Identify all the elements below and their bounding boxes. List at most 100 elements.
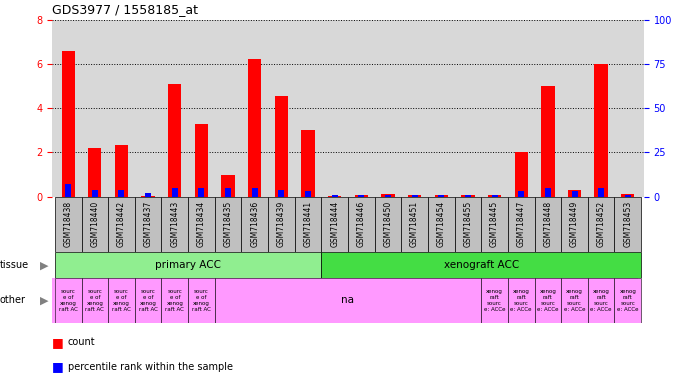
Bar: [454, 197, 481, 252]
Text: GSM718447: GSM718447: [516, 201, 525, 247]
Bar: [168, 84, 182, 197]
Bar: [488, 195, 501, 197]
Bar: [508, 278, 535, 323]
Bar: [55, 252, 322, 278]
Bar: [621, 194, 635, 197]
Bar: [65, 184, 71, 197]
Bar: [428, 197, 454, 252]
Bar: [305, 191, 311, 197]
Bar: [514, 152, 528, 197]
Bar: [161, 197, 188, 252]
Bar: [374, 197, 402, 252]
Bar: [461, 195, 475, 197]
Bar: [135, 197, 161, 252]
Text: GSM718442: GSM718442: [117, 201, 126, 247]
Bar: [108, 278, 135, 323]
Text: GSM718453: GSM718453: [624, 201, 632, 247]
Bar: [381, 194, 395, 197]
Text: ▶: ▶: [40, 295, 49, 306]
Bar: [561, 197, 588, 252]
Bar: [248, 59, 262, 197]
Bar: [355, 195, 368, 197]
Bar: [294, 197, 322, 252]
Text: sourc
e of
xenog
raft AC: sourc e of xenog raft AC: [58, 289, 78, 312]
Bar: [588, 278, 615, 323]
Bar: [145, 193, 151, 197]
Bar: [322, 252, 641, 278]
Bar: [215, 197, 242, 252]
Text: GSM718437: GSM718437: [143, 201, 152, 247]
Bar: [221, 175, 235, 197]
Bar: [188, 278, 215, 323]
Bar: [625, 195, 631, 197]
Bar: [571, 191, 578, 197]
Bar: [332, 195, 338, 197]
Text: GSM718443: GSM718443: [171, 201, 180, 247]
Bar: [188, 197, 215, 252]
Text: GDS3977 / 1558185_at: GDS3977 / 1558185_at: [52, 3, 198, 16]
Text: xenog
raft
sourc
e: ACCe: xenog raft sourc e: ACCe: [537, 289, 559, 312]
Bar: [195, 124, 208, 197]
Bar: [172, 188, 177, 197]
Bar: [118, 190, 125, 197]
Bar: [61, 51, 75, 197]
Bar: [215, 278, 481, 323]
Text: GSM718445: GSM718445: [490, 201, 499, 247]
Bar: [411, 195, 418, 197]
Text: sourc
e of
xenog
raft AC: sourc e of xenog raft AC: [139, 289, 157, 312]
Bar: [481, 278, 508, 323]
Text: GSM718444: GSM718444: [330, 201, 339, 247]
Text: sourc
e of
xenog
raft AC: sourc e of xenog raft AC: [192, 289, 211, 312]
Bar: [225, 188, 231, 197]
Bar: [81, 197, 108, 252]
Text: xenograft ACC: xenograft ACC: [443, 260, 519, 270]
Text: GSM718448: GSM718448: [544, 201, 553, 247]
Bar: [508, 197, 535, 252]
Bar: [615, 197, 641, 252]
Bar: [55, 278, 81, 323]
Text: ■: ■: [52, 360, 64, 373]
Bar: [408, 195, 421, 197]
Bar: [198, 188, 205, 197]
Bar: [568, 190, 581, 197]
Bar: [328, 195, 341, 197]
Text: GSM718435: GSM718435: [223, 201, 232, 247]
Text: GSM718452: GSM718452: [596, 201, 606, 247]
Text: sourc
e of
xenog
raft AC: sourc e of xenog raft AC: [86, 289, 104, 312]
Bar: [465, 195, 471, 197]
Bar: [81, 278, 108, 323]
Bar: [594, 64, 608, 197]
Text: GSM718436: GSM718436: [251, 201, 259, 247]
Text: count: count: [68, 337, 95, 347]
Bar: [322, 197, 348, 252]
Bar: [348, 197, 374, 252]
Bar: [615, 278, 641, 323]
Bar: [541, 86, 555, 197]
Text: ▶: ▶: [40, 260, 49, 270]
Bar: [242, 197, 268, 252]
Bar: [491, 195, 498, 197]
Text: GSM718446: GSM718446: [357, 201, 366, 247]
Text: xenog
raft
sourc
e: ACCe: xenog raft sourc e: ACCe: [510, 289, 532, 312]
Text: GSM718434: GSM718434: [197, 201, 206, 247]
Text: tissue: tissue: [0, 260, 29, 270]
Bar: [88, 148, 102, 197]
Text: GSM718438: GSM718438: [64, 201, 72, 247]
Text: xenog
raft
sourc
e: ACCe: xenog raft sourc e: ACCe: [484, 289, 505, 312]
Text: xenog
raft
sourc
e: ACCe: xenog raft sourc e: ACCe: [564, 289, 585, 312]
Bar: [535, 278, 561, 323]
Text: xenog
raft
sourc
e: ACCe: xenog raft sourc e: ACCe: [617, 289, 638, 312]
Bar: [92, 190, 98, 197]
Bar: [252, 188, 258, 197]
Bar: [535, 197, 561, 252]
Text: percentile rank within the sample: percentile rank within the sample: [68, 362, 232, 372]
Text: GSM718450: GSM718450: [383, 201, 393, 247]
Text: ■: ■: [52, 336, 64, 349]
Bar: [358, 195, 364, 197]
Bar: [519, 191, 524, 197]
Bar: [135, 278, 161, 323]
Bar: [385, 195, 391, 197]
Text: GSM718449: GSM718449: [570, 201, 579, 247]
Bar: [545, 188, 551, 197]
Text: xenog
raft
sourc
e: ACCe: xenog raft sourc e: ACCe: [590, 289, 612, 312]
